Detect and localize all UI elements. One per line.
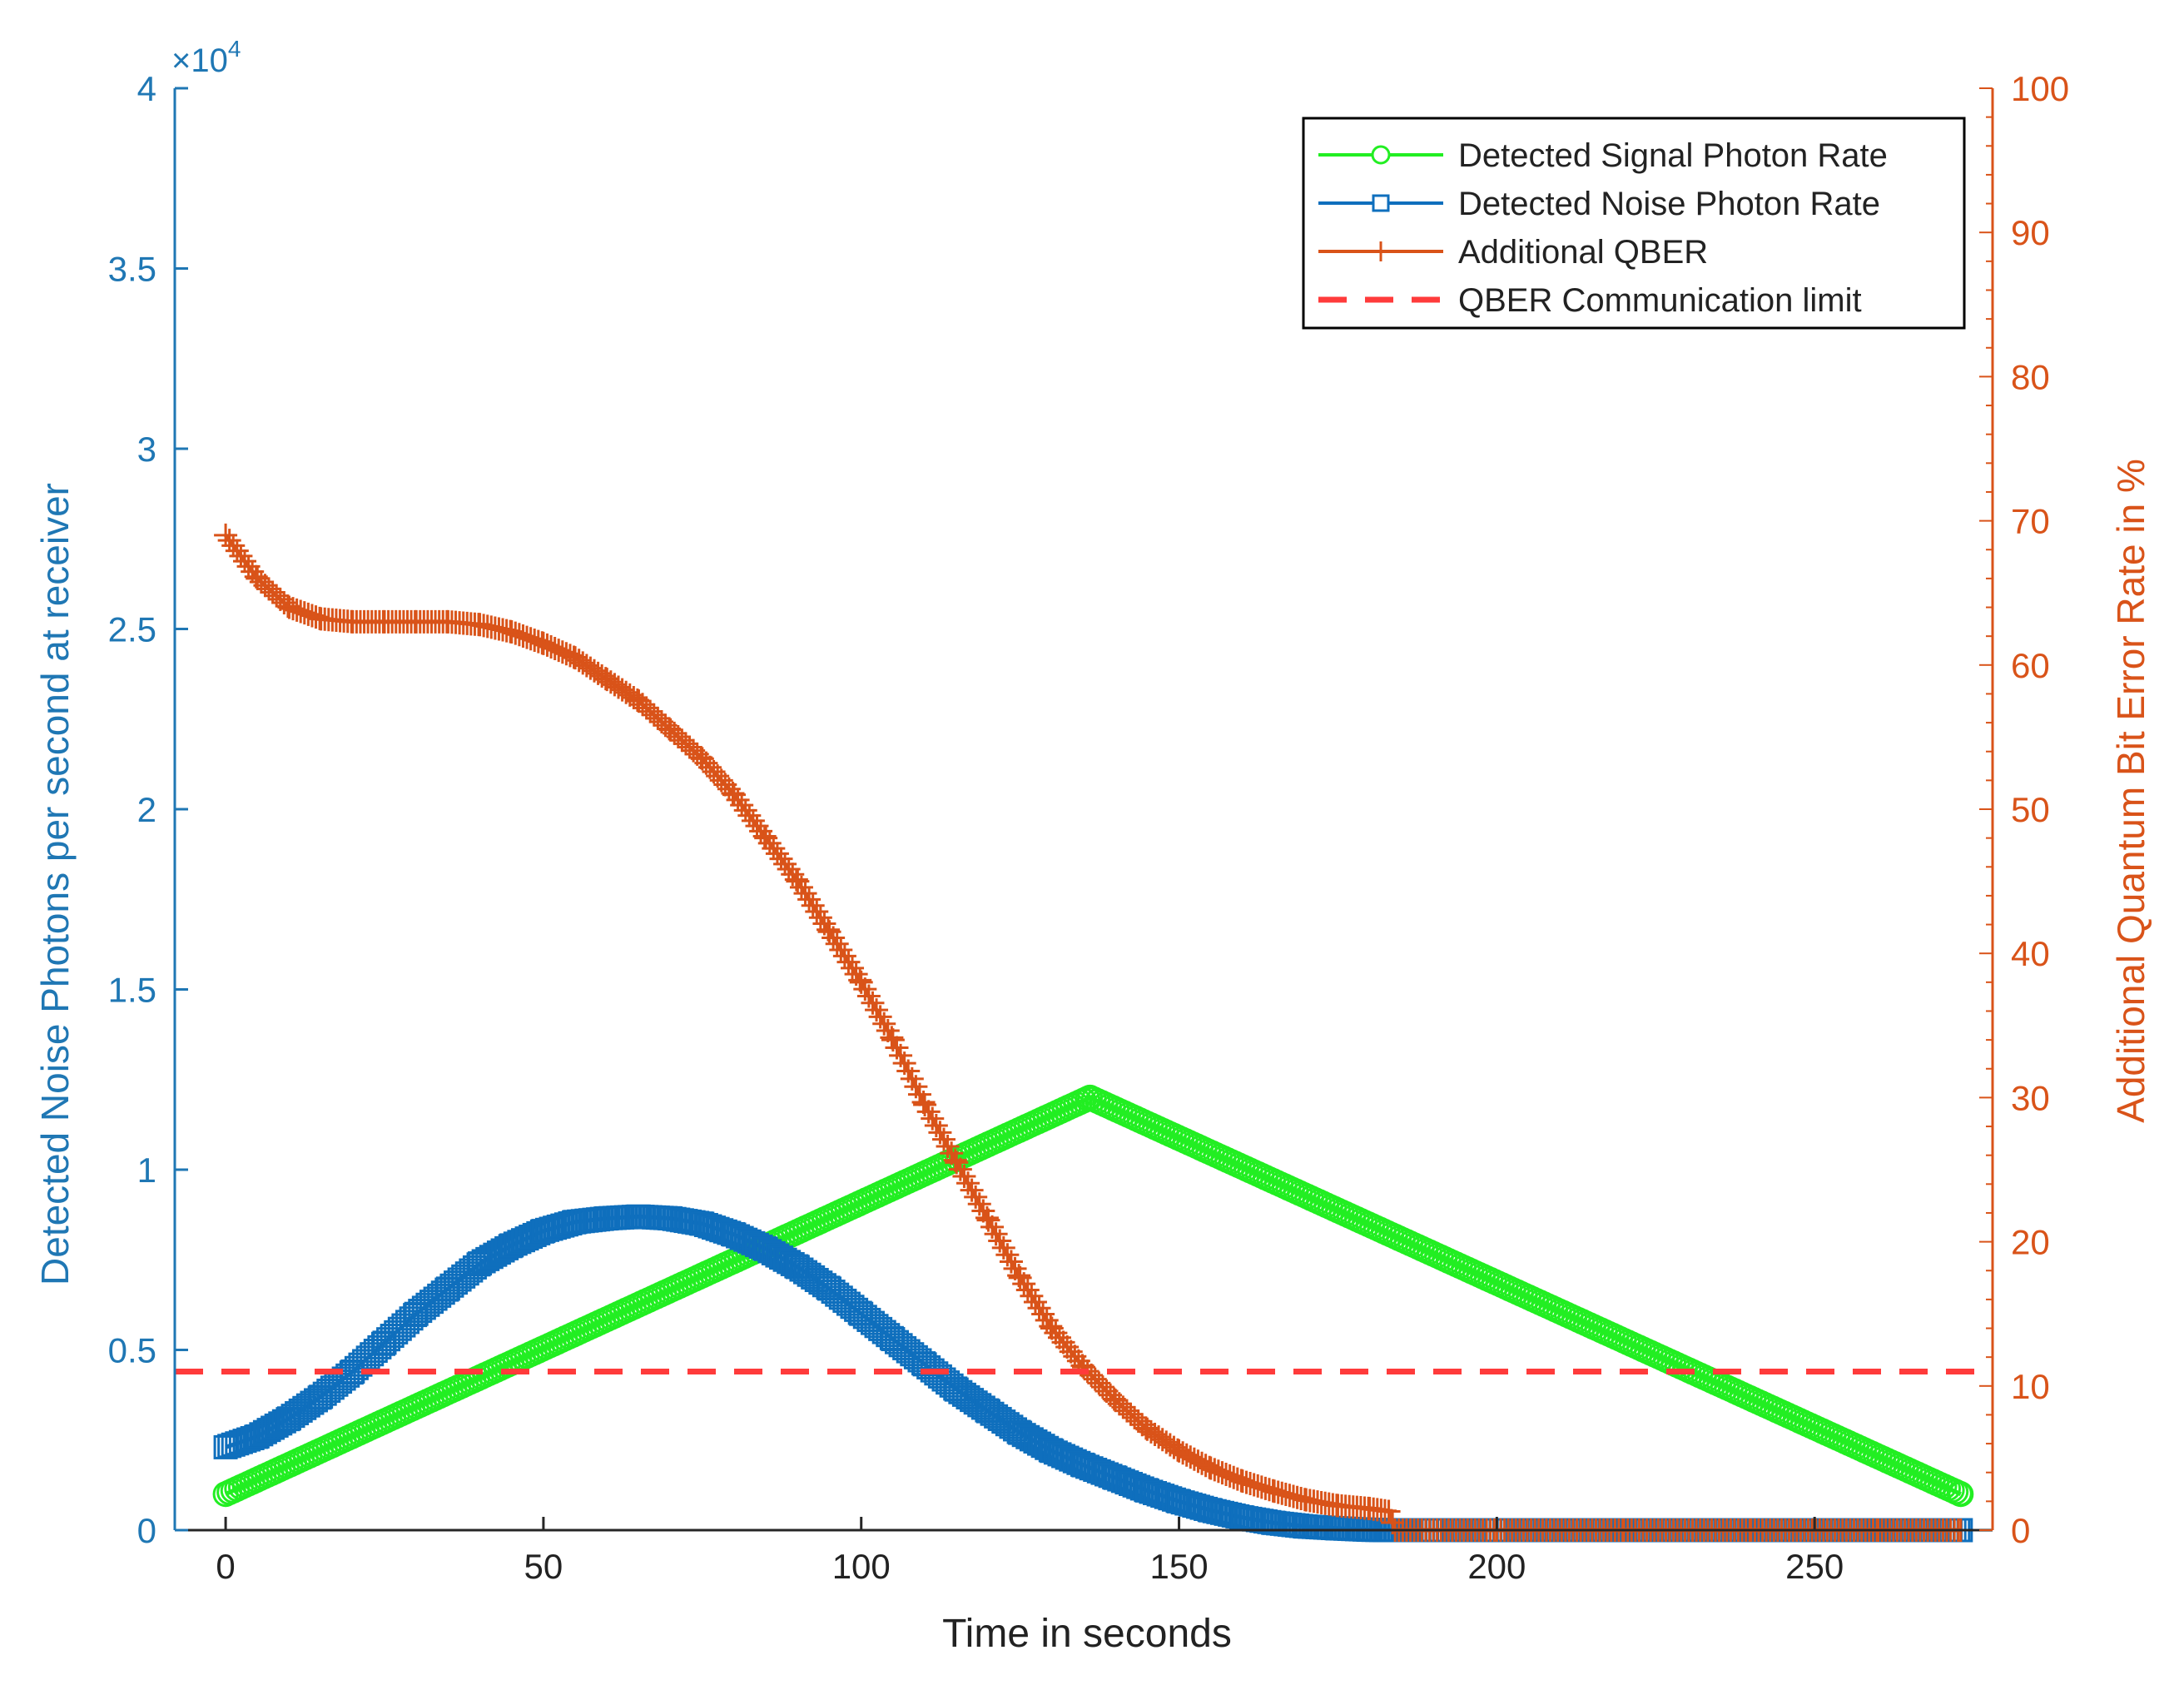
data-point [1008,1265,1032,1290]
y-right-tick-label: 80 [2011,357,2050,396]
x-tick-label: 200 [1467,1547,1526,1586]
data-point [1023,1290,1047,1314]
data-point [786,869,810,893]
data-point [1015,1278,1040,1302]
data-point [300,1390,325,1415]
y-left-tick-label: 4 [137,69,156,108]
y-left-tick-label: 3.5 [108,250,156,289]
legend-item: Detected Noise Photon Rate [1318,186,1880,222]
y-right-tick-label: 100 [2011,69,2069,108]
y-right-tick-label: 90 [2011,213,2050,252]
y-right-tick-label: 70 [2011,502,2050,541]
data-point [712,1219,737,1244]
x-axis-label: Time in seconds [942,1612,1232,1656]
data-point [793,882,817,906]
axes-layer: 0 50 100 150 200 25000.511.522.533.5401020304… [108,69,2069,1586]
x-tick-label: 0 [216,1547,235,1586]
data-point [829,938,853,962]
legend-marker [1371,241,1391,261]
data-point [1066,1450,1091,1475]
y-left-tick-label: 0 [137,1511,156,1550]
data-point [817,920,841,944]
legend: Detected Signal Photon Rate Detected Nois… [1302,117,1966,330]
data-point [1027,1296,1051,1320]
data-point [975,1205,999,1230]
y-right-tick-label: 60 [2011,646,2050,685]
data-point [1098,1464,1123,1489]
y-right-tick-label: 30 [2011,1078,2050,1117]
y-axis-right-label: Additional Quantum Bit Error Rate in % [2109,459,2152,1123]
y-left-tick-label: 2 [137,790,156,829]
data-point [526,1220,551,1245]
data-point [1129,1476,1154,1501]
y-left-tick-label: 0.5 [108,1331,156,1370]
data-point [812,1273,836,1298]
multiplier-exponent: 4 [228,36,241,62]
data-point [911,1090,936,1114]
legend-item: QBER Communication limit [1318,282,1862,319]
data-point [1158,1486,1183,1511]
data-point [1094,1462,1119,1487]
data-point [1020,1284,1044,1308]
data-point [304,1388,329,1413]
y-left-tick-label: 1.5 [108,971,156,1010]
legend-item: Additional QBER [1318,234,1708,271]
data-point [801,893,825,917]
legend-item: Detected Signal Photon Rate [1318,137,1888,174]
legend-marker [1372,194,1390,212]
data-point [1062,1449,1087,1474]
data-point [1126,1474,1151,1499]
data-point [522,1222,547,1247]
data-point [808,906,832,930]
data-point [1031,1302,1055,1326]
legend-label: QBER Communication limit [1458,282,1862,319]
x-tick-label: 250 [1785,1547,1844,1586]
data-point [825,932,849,956]
data-point [943,1148,967,1172]
data-point [1012,1272,1036,1296]
y-right-tick-label: 50 [2011,790,2050,829]
y-right-tick-label: 10 [2011,1367,2050,1406]
series-layer [175,523,1993,1543]
data-point [836,950,861,974]
legend-marker [1371,145,1391,165]
data-point [805,899,829,923]
legend-label: Detected Signal Photon Rate [1458,137,1888,174]
data-point [821,926,846,950]
data-point [808,1270,833,1295]
x-tick-label: 100 [832,1547,891,1586]
x-tick-label: 150 [1150,1547,1209,1586]
data-point [1948,1481,1974,1508]
series-additional-qber [214,523,1973,1542]
multiplier-base: ×10 [171,42,228,79]
y-right-tick-label: 40 [2011,934,2050,973]
data-point [1377,1499,1401,1523]
y-left-tick-label: 2.5 [108,610,156,649]
series-detected-signal-photon-rate [212,1084,1974,1508]
y-left-tick-label: 3 [137,430,156,469]
data-point [1161,1487,1186,1512]
data-point [789,875,813,899]
legend-label: Additional QBER [1458,234,1708,271]
legend-label: Detected Noise Photon Rate [1458,186,1880,222]
y-axis-left-label: Detected Noise Photons per second at rec… [33,483,77,1285]
y-right-tick-label: 0 [2011,1511,2030,1550]
data-point [841,956,865,980]
y-axis-multiplier: ×104 [171,36,241,79]
data-point [832,944,856,968]
y-left-tick-label: 1 [137,1151,156,1190]
series-line [225,1095,1962,1496]
data-point [236,1427,261,1452]
data-point [880,1026,904,1050]
x-tick-label: 50 [524,1547,563,1586]
data-point [717,1220,742,1245]
y-right-tick-label: 20 [2011,1223,2050,1262]
data-point [797,887,821,912]
